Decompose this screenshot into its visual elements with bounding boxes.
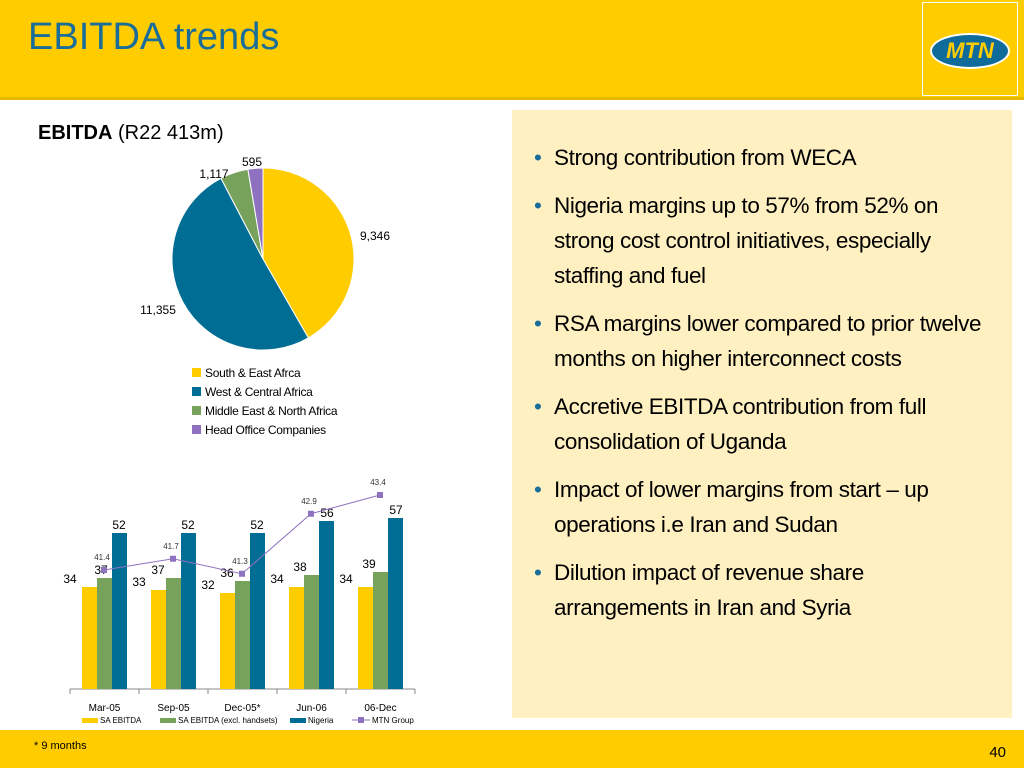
line-value-label: 41.7 — [163, 542, 179, 551]
bar-legend-swatch — [290, 718, 306, 723]
bar-value-label: 38 — [293, 560, 307, 574]
pie-legend-swatch — [192, 368, 201, 377]
bar-value-label: 52 — [112, 518, 126, 532]
bar-legend-label: SA EBITDA (excl. handsets) — [178, 716, 278, 725]
mtn-logo: MTN — [922, 2, 1018, 96]
mtn-logo-oval: MTN — [930, 33, 1010, 69]
bar-value-label: 57 — [389, 503, 403, 517]
bullet-text: Impact of lower margins from start – up … — [554, 477, 929, 537]
bullet-item: • Impact of lower margins from start – up… — [534, 472, 994, 542]
bullet-text: Nigeria margins up to 57% from 52% on st… — [554, 193, 939, 288]
bullet-item: • Strong contribution from WECA — [534, 140, 994, 175]
bullet-dot-icon: • — [534, 193, 542, 218]
bar-value-label: 56 — [320, 506, 334, 520]
pie-legend-label: South & East Afrca — [205, 366, 301, 380]
bar-value-label: 32 — [201, 578, 215, 592]
bullet-item: • Nigeria margins up to 57% from 52% on s… — [534, 188, 994, 293]
bar-sa-excl — [304, 575, 319, 689]
bar-nigeria — [250, 533, 265, 689]
pie-title: EBITDA (R22 413m) — [38, 122, 224, 145]
commentary-panel: • Strong contribution from WECA • Nigeria … — [512, 110, 1012, 718]
bar-legend-swatch — [160, 718, 176, 723]
bullet-dot-icon: • — [534, 477, 542, 502]
bar-legend-swatch — [82, 718, 98, 723]
pie-slice — [171, 177, 310, 351]
bar-sa-excl — [235, 581, 250, 689]
pie-legend-label: Middle East & North Africa — [205, 404, 338, 418]
pie-slice — [262, 167, 355, 339]
bullet-dot-icon: • — [534, 560, 542, 585]
charts-canvas: 9,346 11,355 1,117 595 South & East Afrca Wes… — [63, 155, 416, 725]
bar-nigeria — [388, 518, 403, 689]
pie-legend-label: West & Central Africa — [205, 385, 313, 399]
bar-nigeria — [181, 533, 196, 689]
bar-legend-label: Nigeria — [308, 716, 334, 725]
bar-value-label: 34 — [63, 572, 77, 586]
x-tick-label: Mar-05 — [89, 703, 121, 714]
pie-legend-swatch — [192, 425, 201, 434]
pie-legend-label: Head Office Companies — [205, 423, 326, 437]
bullet-item: • RSA margins lower compared to prior twe… — [534, 306, 994, 376]
bullet-text: Strong contribution from WECA — [554, 145, 857, 170]
bullet-text: Accretive EBITDA contribution from full … — [554, 394, 927, 454]
bar-value-label: 34 — [270, 572, 284, 586]
pie-value-label: 11,355 — [140, 303, 176, 317]
bar-sa — [358, 587, 373, 689]
bar-value-label: 52 — [250, 518, 264, 532]
footnote: * 9 months — [34, 740, 87, 752]
x-tick-label: Jun-06 — [296, 703, 327, 714]
bar-value-label: 52 — [181, 518, 195, 532]
pie-value-label: 9,346 — [360, 229, 390, 243]
line-value-label: 43.4 — [370, 478, 386, 487]
line-value-label: 42.9 — [301, 497, 317, 506]
line-legend-marker — [358, 717, 364, 723]
bullet-text: Dilution impact of revenue share arrange… — [554, 560, 864, 620]
bar-sa-excl — [97, 578, 112, 689]
bar-legend-label: SA EBITDA — [100, 716, 142, 725]
line-marker — [377, 492, 383, 498]
bar-sa-excl — [373, 572, 388, 689]
pie-value-label: 595 — [242, 155, 262, 169]
bar-value-label: 36 — [220, 566, 234, 580]
pie-title-rest: (R22 413m) — [112, 122, 224, 144]
footer-bar: * 9 months 40 — [0, 730, 1024, 768]
x-tick-label: Sep-05 — [157, 703, 190, 714]
bullet-dot-icon: • — [534, 145, 542, 170]
bullet-item: • Accretive EBITDA contribution from full… — [534, 389, 994, 459]
pie-legend-swatch — [192, 406, 201, 415]
x-tick-label: 06-Dec — [364, 703, 396, 714]
line-legend-label: MTN Group — [372, 716, 414, 725]
bar-nigeria — [112, 533, 127, 689]
pie-legend-swatch — [192, 387, 201, 396]
bar-value-label: 37 — [151, 563, 165, 577]
line-value-label: 41.4 — [94, 553, 110, 562]
pie-title-bold: EBITDA — [38, 122, 113, 144]
bar-value-label: 33 — [132, 575, 146, 589]
line-marker — [308, 510, 314, 517]
bar-sa — [151, 590, 166, 689]
bullet-item: • Dilution impact of revenue share arrang… — [534, 555, 994, 625]
pie-slice — [247, 167, 264, 260]
bullet-dot-icon: • — [534, 394, 542, 419]
page-number: 40 — [989, 744, 1006, 761]
bullet-text: RSA margins lower compared to prior twel… — [554, 311, 982, 371]
bar-sa — [220, 593, 235, 689]
bar-value-label: 39 — [362, 557, 376, 571]
bar-nigeria — [319, 521, 334, 689]
pie-value-label: 1,117 — [199, 167, 228, 181]
bullet-dot-icon: • — [534, 311, 542, 336]
line-marker — [239, 570, 245, 577]
header-bar: EBITDA trends MTN — [0, 0, 1024, 100]
bar-sa — [82, 587, 97, 689]
line-value-label: 41.3 — [232, 557, 248, 566]
x-tick-label: Dec-05* — [224, 703, 260, 714]
page-title: EBITDA trends — [28, 16, 280, 58]
bar-sa-excl — [166, 578, 181, 689]
line-marker — [170, 555, 176, 562]
bar-value-label: 34 — [339, 572, 353, 586]
bar-sa — [289, 587, 304, 689]
line-marker — [101, 567, 107, 573]
bullet-list: • Strong contribution from WECA • Nigeria … — [534, 140, 994, 638]
